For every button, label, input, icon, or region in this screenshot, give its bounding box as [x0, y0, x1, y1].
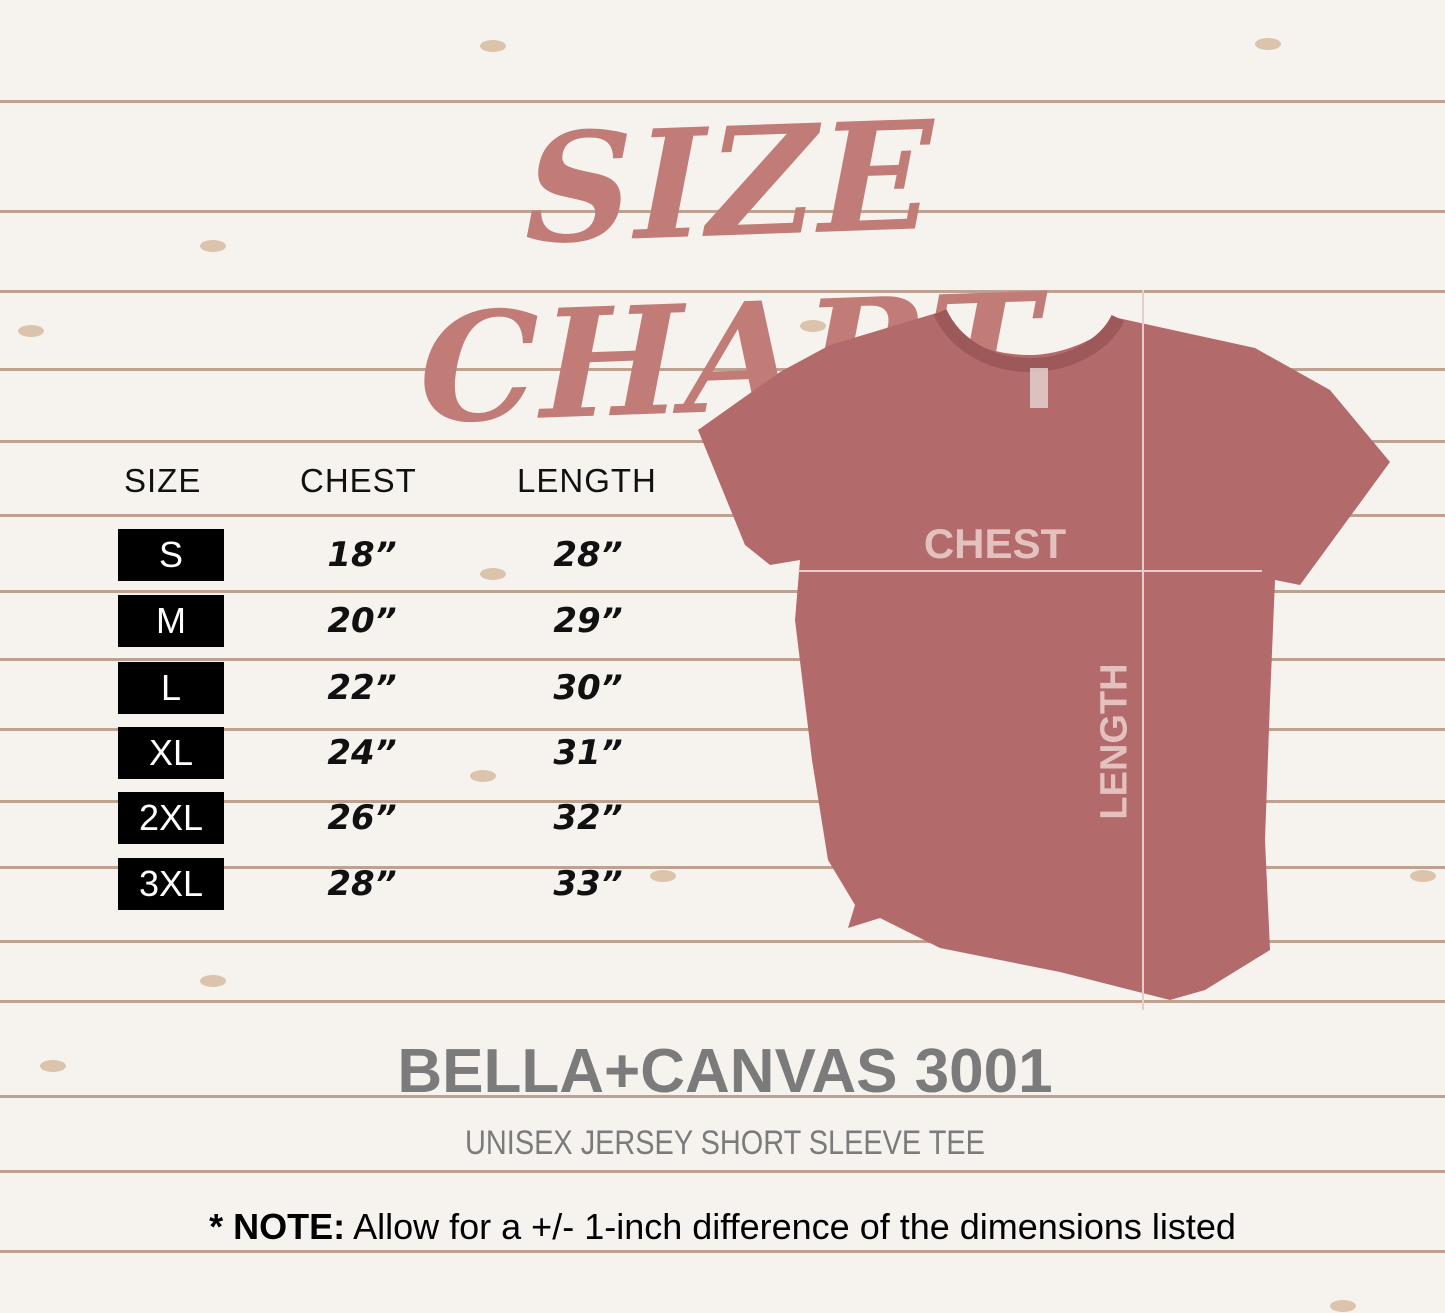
table-row: L 22” 30”	[0, 662, 700, 716]
chest-value: 20”	[327, 601, 397, 641]
chest-value: 18”	[327, 535, 397, 575]
table-row: 2XL 26” 32”	[0, 792, 700, 846]
header-length: LENGTH	[517, 462, 657, 499]
note-text: Allow for a +/- 1-inch difference of the…	[345, 1206, 1236, 1247]
tshirt-image	[698, 312, 1390, 1000]
product-name: BELLA+CANVAS 3001	[397, 1037, 1053, 1106]
chest-value: 22”	[327, 668, 397, 708]
size-label: L	[118, 662, 224, 714]
length-value: 33”	[553, 864, 623, 904]
length-value: 31”	[553, 733, 623, 773]
table-row: XL 24” 31”	[0, 727, 700, 781]
size-label: M	[118, 595, 224, 647]
length-value: 32”	[553, 798, 623, 838]
chest-value: 26”	[327, 798, 397, 838]
note-prefix: * NOTE:	[209, 1206, 346, 1247]
size-label: XL	[118, 727, 224, 779]
chest-value: 24”	[327, 733, 397, 773]
size-label: 2XL	[118, 792, 224, 844]
length-label: LENGTH	[1093, 663, 1136, 820]
table-row: M 20” 29”	[0, 595, 700, 649]
product-description: UNISEX JERSEY SHORT SLEEVE TEE	[465, 1124, 985, 1162]
header-chest: CHEST	[300, 462, 417, 499]
size-label: S	[118, 529, 224, 581]
length-value: 30”	[553, 668, 623, 708]
length-value: 29”	[553, 601, 623, 641]
table-row: S 18” 28”	[0, 529, 700, 583]
header-size: SIZE	[124, 462, 202, 499]
length-value: 28”	[553, 535, 623, 575]
chest-label: CHEST	[923, 520, 1067, 567]
chest-value: 28”	[327, 864, 397, 904]
note: * NOTE: Allow for a +/- 1-inch differenc…	[0, 1206, 1445, 1248]
size-label: 3XL	[118, 858, 224, 910]
table-row: 3XL 28” 33”	[0, 858, 700, 912]
